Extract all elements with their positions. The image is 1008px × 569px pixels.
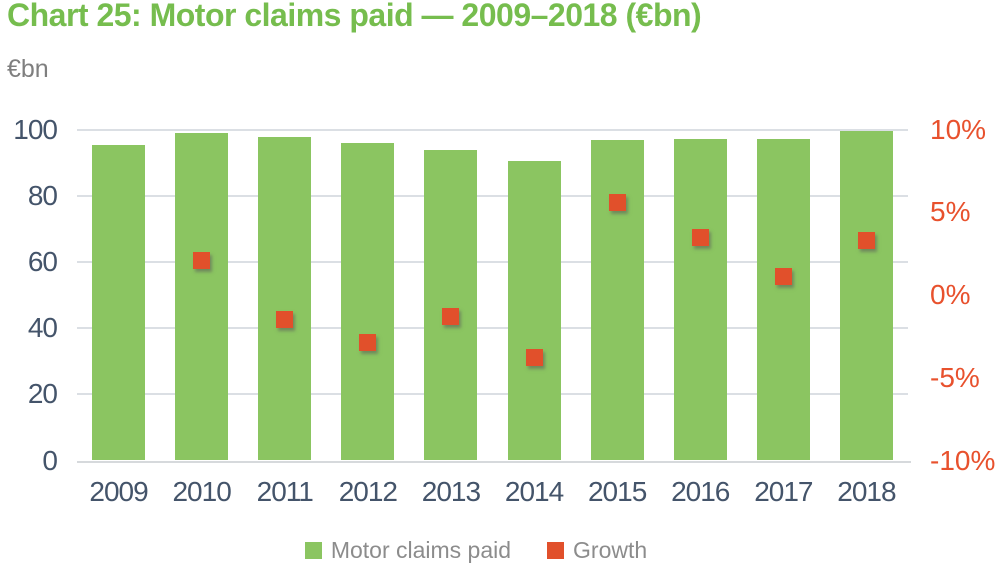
bar-2014 [507, 160, 561, 461]
growth-marker-2015 [608, 193, 626, 211]
chart-title: Chart 25: Motor claims paid — 2009–2018 … [7, 0, 702, 33]
gridline-20 [77, 393, 908, 396]
x-axis-label-2012: 2012 [338, 476, 398, 507]
x-axis-label-2018: 2018 [837, 476, 896, 507]
growth-marker-2013 [442, 308, 460, 325]
bar-2012 [341, 143, 395, 461]
bar-2018 [839, 130, 893, 461]
growth-marker-2011 [276, 311, 294, 329]
right-axis-tick-label-5%: 5% [930, 196, 971, 228]
x-axis-label-2010: 2010 [172, 476, 231, 507]
left-axis-unit-label: €bn [7, 55, 49, 83]
right-axis-tick-label-10%: 10% [930, 113, 987, 145]
x-axis-label-2013: 2013 [421, 476, 481, 507]
left-axis-tick-label-60: 60 [27, 245, 58, 277]
legend-swatch-icon [547, 542, 565, 559]
x-axis-label-2011: 2011 [256, 476, 314, 507]
right-axis-tick-label--5%: -5% [930, 361, 980, 393]
left-axis-tick-label-0: 0 [42, 444, 58, 476]
growth-marker-2017 [774, 268, 792, 286]
left-axis-tick-label-80: 80 [27, 179, 58, 211]
left-axis-tick-label-40: 40 [27, 312, 58, 344]
growth-marker-2016 [691, 228, 709, 246]
legend-item-growth: Growth [547, 537, 647, 564]
bar-2017 [756, 139, 810, 461]
right-axis-tick-label-0%: 0% [930, 279, 971, 310]
gridline-60 [77, 260, 908, 263]
growth-marker-2010 [193, 251, 211, 269]
left-axis-tick-label-20: 20 [27, 378, 58, 410]
legend-label: Growth [573, 537, 648, 563]
bar-2013 [424, 149, 478, 461]
gridline-80 [77, 194, 908, 197]
x-axis-label-2009: 2009 [89, 476, 148, 507]
x-axis-label-2014: 2014 [504, 476, 564, 507]
growth-marker-2012 [359, 334, 377, 352]
left-axis-tick-label-100: 100 [13, 113, 58, 145]
bar-2011 [258, 137, 312, 461]
legend: Motor claims paid Growth [0, 537, 1008, 564]
legend-swatch-icon [304, 542, 322, 559]
x-axis-line [77, 460, 911, 463]
bar-2015 [590, 140, 644, 461]
growth-marker-2014 [525, 349, 543, 367]
legend-item-motor-claims-paid: Motor claims paid [304, 537, 512, 564]
bar-2010 [175, 133, 229, 461]
right-axis-tick-label--10%: -10% [930, 444, 996, 476]
bar-2009 [92, 145, 146, 461]
gridline-100 [77, 128, 908, 131]
legend-label: Motor claims paid [330, 537, 512, 563]
x-axis-label-2016: 2016 [671, 476, 730, 507]
bar-2016 [673, 139, 727, 461]
x-axis-label-2015: 2015 [587, 476, 647, 507]
x-axis-label-2017: 2017 [754, 476, 813, 507]
growth-marker-2018 [857, 231, 875, 249]
gridline-40 [77, 327, 908, 330]
